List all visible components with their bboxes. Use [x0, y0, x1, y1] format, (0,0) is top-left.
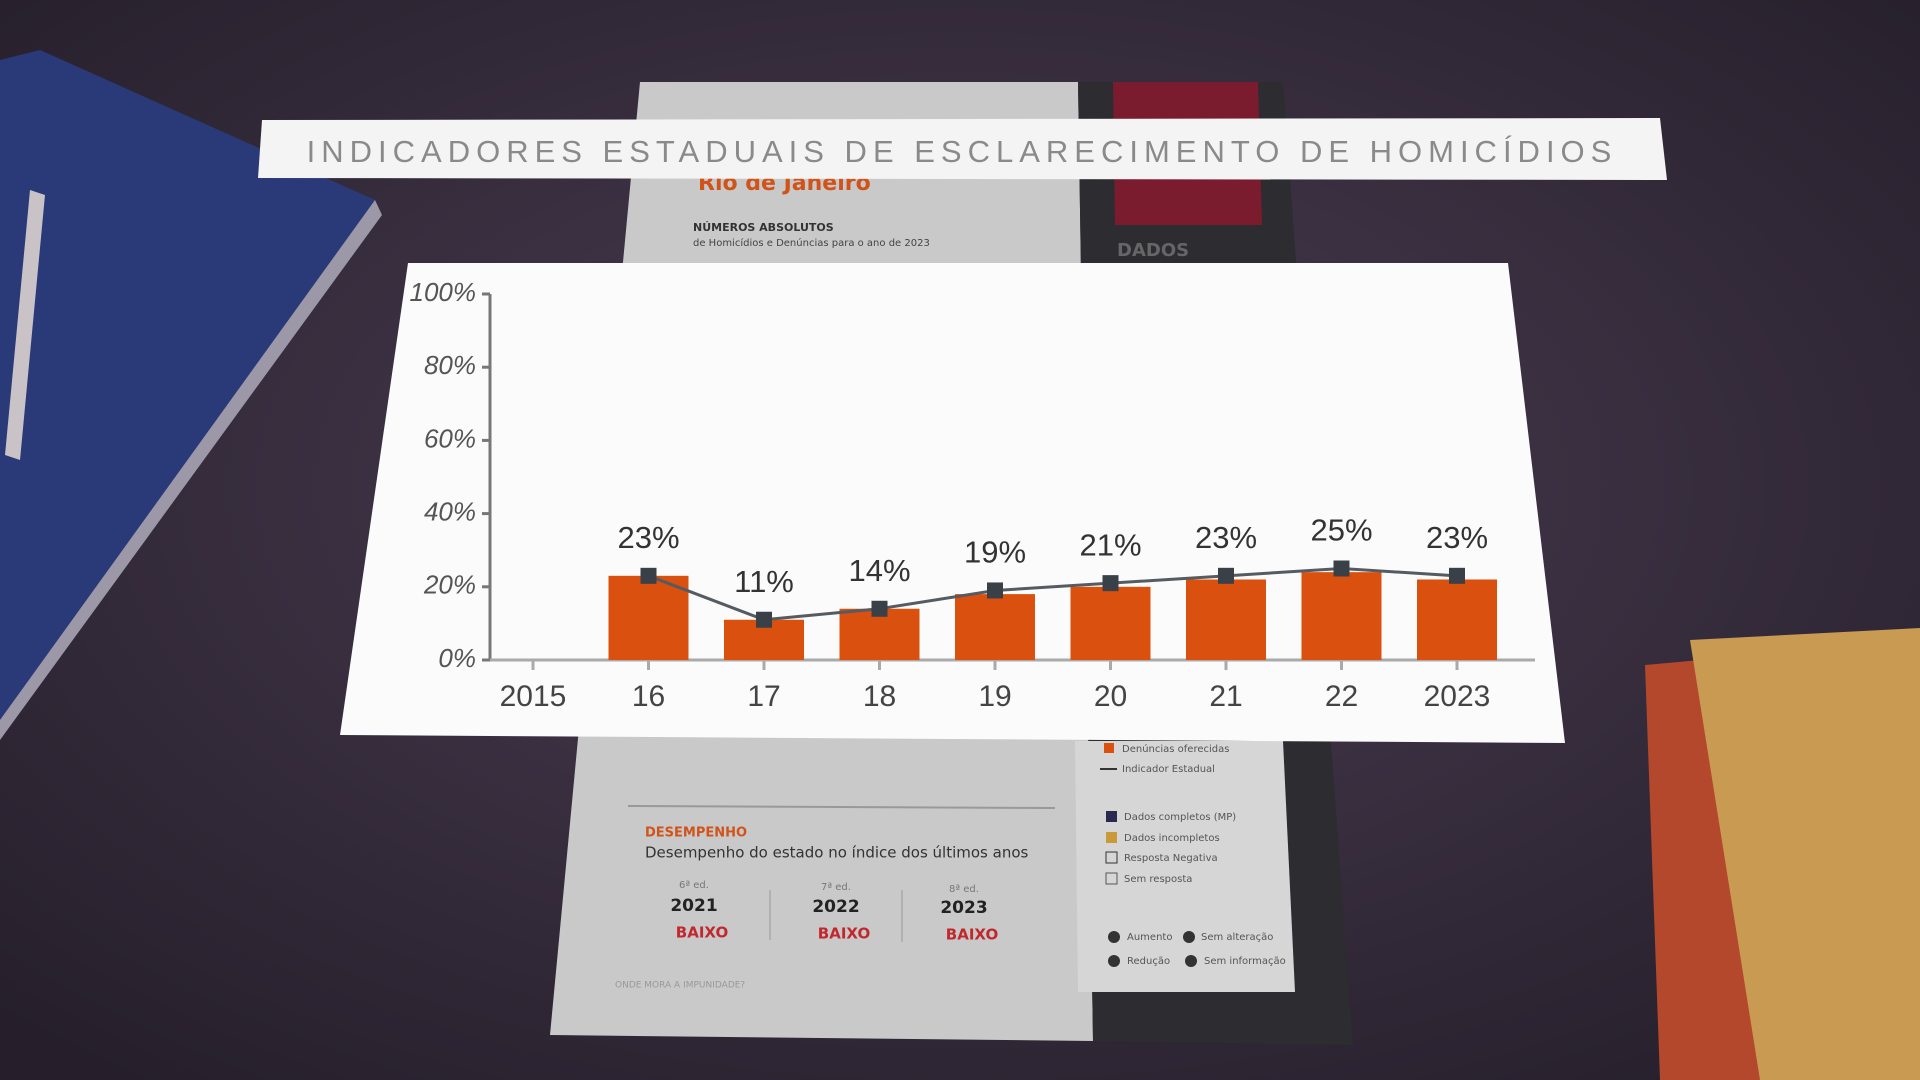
legend-icon	[1108, 955, 1120, 967]
line-marker	[1449, 567, 1465, 584]
data-label: 25%	[1310, 513, 1372, 548]
line	[647, 566, 1458, 622]
edition: 6ª ed.	[679, 880, 709, 891]
legend-item: Denúncias oferecidas	[1122, 743, 1229, 755]
divider	[627, 805, 1056, 809]
doc-section: NÚMEROS ABSOLUTOS	[693, 221, 834, 234]
y-tick-label: 20%	[423, 570, 476, 600]
x-tick-label: 16	[632, 680, 665, 713]
doc-performance-subtitle: Desempenho do estado no índice dos últim…	[645, 844, 1029, 862]
line-marker	[1333, 560, 1350, 577]
data-label: 19%	[964, 535, 1026, 570]
bar	[1417, 579, 1497, 660]
legend-swatch	[1106, 811, 1117, 822]
document-text: Rio de Janeiro NÚMEROS ABSOLUTOS de Homi…	[615, 171, 1286, 991]
bar	[608, 575, 689, 660]
plot: 0% 20% 40% 60% 80% 100% 2015 16 17 18 19 20 21 22 2023…	[410, 277, 1535, 713]
bar	[955, 594, 1035, 660]
folder	[1690, 628, 1920, 1080]
data-label: 23%	[1426, 520, 1488, 555]
pen	[5, 190, 45, 460]
x-tick-label: 21	[1209, 680, 1242, 713]
x-tick-label: 18	[863, 680, 896, 713]
y-tick-label: 0%	[438, 643, 476, 673]
legend-swatch	[1105, 872, 1118, 885]
legend-swatch	[1104, 743, 1114, 753]
edition-year: 2021	[670, 896, 717, 916]
data-label: 11%	[734, 564, 794, 599]
legend-item: Sem informação	[1204, 956, 1286, 967]
bar	[1186, 579, 1266, 660]
edition-rating: BAIXO	[676, 924, 728, 942]
x-tick-label: 22	[1325, 680, 1358, 713]
bar	[1301, 572, 1382, 660]
title-banner	[258, 118, 1667, 180]
legend-box	[1075, 741, 1295, 992]
x-tick-label: 19	[978, 680, 1011, 713]
legend-item: Aumento	[1127, 932, 1172, 943]
line-marker	[640, 567, 657, 584]
edition-rating: BAIXO	[946, 926, 998, 944]
legend-icon	[1108, 931, 1120, 943]
edition-year: 2022	[812, 897, 859, 917]
legend-icon	[1185, 955, 1197, 967]
bar	[1070, 586, 1151, 660]
edition: 7ª ed.	[821, 882, 851, 893]
y-tick-label: 100%	[410, 277, 477, 307]
chart-card	[340, 263, 1565, 743]
doc-panel-label: DADOS	[1117, 240, 1189, 261]
doc-performance-title: DESEMPENHO	[645, 826, 747, 841]
x-tick-label: 20	[1094, 680, 1127, 713]
y-tick-label: 60%	[424, 423, 476, 453]
data-label: 23%	[617, 520, 679, 555]
edition-year: 2023	[940, 898, 987, 918]
data-label: 21%	[1079, 527, 1141, 562]
doc-footer: ONDE MORA A IMPUNIDADE?	[615, 981, 745, 991]
y-tick-label: 40%	[424, 496, 476, 526]
legend-item: Sem resposta	[1124, 874, 1192, 885]
title: INDICADORES ESTADUAIS DE ESCLARECIMENTO …	[307, 134, 1618, 169]
doc-subtitle: de Homicídios e Denúncias para o ano de …	[693, 237, 930, 249]
legend-item: Sem alteração	[1201, 932, 1273, 943]
y-tick-label: 80%	[424, 350, 476, 380]
data-label: 14%	[848, 553, 910, 588]
line-marker	[1218, 567, 1234, 584]
x-tick-label: 2015	[500, 680, 567, 713]
line-marker	[987, 582, 1003, 599]
legend-swatch	[1106, 832, 1117, 843]
legend-item: Dados completos (MP)	[1124, 812, 1236, 823]
legend-item: Dados incompletos	[1124, 833, 1220, 844]
line-marker	[871, 600, 888, 617]
edition-rating: BAIXO	[818, 925, 870, 943]
x-tick-label: 2023	[1424, 680, 1491, 713]
line-marker	[1102, 575, 1119, 592]
legend-item: Indicador Estadual	[1122, 764, 1215, 775]
line-marker	[756, 611, 772, 628]
legend-swatch	[1105, 851, 1118, 864]
notebook-edge	[0, 200, 382, 740]
legend-item: Redução	[1127, 956, 1170, 967]
data-label: 23%	[1195, 520, 1257, 555]
bar	[839, 608, 920, 660]
legend-item: Resposta Negativa	[1124, 853, 1218, 864]
edition: 8ª ed.	[949, 884, 979, 895]
x-tick-label: 17	[747, 680, 780, 713]
notebook	[0, 50, 375, 740]
legend-icon	[1183, 931, 1195, 943]
